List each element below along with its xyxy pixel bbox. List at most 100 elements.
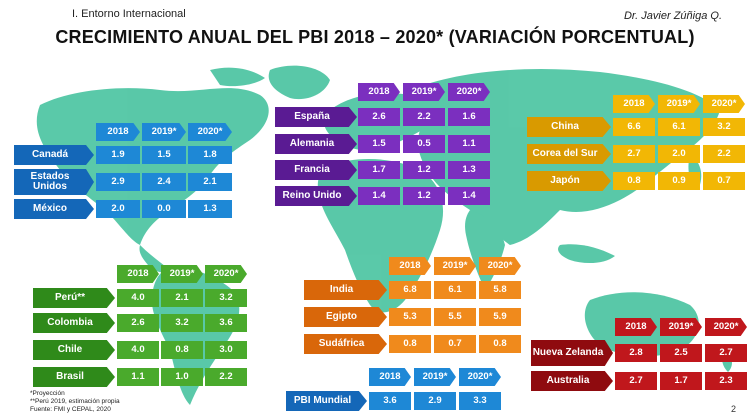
year-header: 2019* — [161, 265, 203, 283]
year-header: 2018 — [96, 123, 140, 141]
country-label: Sudáfrica — [304, 334, 387, 354]
value-cell: 2.7 — [615, 372, 657, 390]
value-cell: 3.3 — [459, 392, 501, 410]
value-cell: 3.2 — [161, 314, 203, 332]
value-cell: 0.8 — [613, 172, 655, 190]
year-header: 2020* — [459, 368, 501, 386]
value-cell: 3.6 — [369, 392, 411, 410]
value-cell: 1.4 — [448, 187, 490, 205]
value-cell: 1.1 — [117, 368, 159, 386]
value-cell: 1.8 — [188, 146, 232, 164]
value-cell: 1.2 — [403, 187, 445, 205]
value-cell: 1.4 — [358, 187, 400, 205]
country-label: Brasil — [33, 367, 115, 387]
value-cell: 2.6 — [117, 314, 159, 332]
value-cell: 2.5 — [660, 344, 702, 362]
country-label: China — [527, 117, 611, 137]
value-cell: 1.2 — [403, 161, 445, 179]
value-cell: 1.3 — [188, 200, 232, 218]
value-cell: 2.0 — [96, 200, 140, 218]
value-cell: 1.7 — [660, 372, 702, 390]
country-label: Chile — [33, 340, 115, 360]
value-cell: 0.0 — [142, 200, 186, 218]
year-header: 2020* — [448, 83, 490, 101]
value-cell: 2.6 — [358, 108, 400, 126]
value-cell: 6.6 — [613, 118, 655, 136]
value-cell: 5.3 — [389, 308, 431, 326]
value-cell: 6.8 — [389, 281, 431, 299]
value-cell: 1.9 — [96, 146, 140, 164]
value-cell: 1.7 — [358, 161, 400, 179]
country-label: Canadá — [14, 145, 94, 165]
country-label: España — [275, 107, 357, 127]
country-label: Colombia — [33, 313, 115, 333]
value-cell: 0.7 — [434, 335, 476, 353]
value-cell: 2.9 — [96, 173, 140, 191]
country-label: Australia — [531, 371, 613, 391]
country-label: Francia — [275, 160, 357, 180]
country-label: Japón — [527, 171, 611, 191]
country-label: Perú** — [33, 288, 115, 308]
country-label: Egipto — [304, 307, 387, 327]
value-cell: 1.5 — [142, 146, 186, 164]
value-cell: 1.0 — [161, 368, 203, 386]
value-cell: 3.6 — [205, 314, 247, 332]
value-cell: 1.3 — [448, 161, 490, 179]
year-header: 2019* — [658, 95, 700, 113]
author-label: Dr. Javier Zúñiga Q. — [623, 10, 722, 22]
footnote-source: Fuente: FMI y CEPAL, 2020 — [30, 405, 111, 413]
year-header: 2020* — [188, 123, 232, 141]
value-cell: 2.8 — [615, 344, 657, 362]
page-number: 2 — [730, 404, 736, 414]
country-label: Nueva Zelanda — [531, 340, 613, 366]
year-header: 2018 — [615, 318, 657, 336]
year-header: 2020* — [705, 318, 747, 336]
year-header: 2018 — [389, 257, 431, 275]
year-header: 2019* — [660, 318, 702, 336]
value-cell: 3.2 — [205, 289, 247, 307]
value-cell: 2.0 — [658, 145, 700, 163]
value-cell: 2.1 — [161, 289, 203, 307]
year-header: 2019* — [142, 123, 186, 141]
section-label: I. Entorno Internacional — [72, 8, 186, 20]
value-cell: 5.5 — [434, 308, 476, 326]
value-cell: 3.0 — [205, 341, 247, 359]
country-label: México — [14, 199, 94, 219]
year-header: 2018 — [369, 368, 411, 386]
country-label: PBI Mundial — [286, 391, 367, 411]
value-cell: 0.9 — [658, 172, 700, 190]
value-cell: 3.2 — [703, 118, 745, 136]
year-header: 2020* — [479, 257, 521, 275]
value-cell: 2.1 — [188, 173, 232, 191]
value-cell: 2.7 — [705, 344, 747, 362]
year-header: 2018 — [117, 265, 159, 283]
value-cell: 2.2 — [703, 145, 745, 163]
year-header: 2019* — [403, 83, 445, 101]
country-label: Corea del Sur — [527, 144, 611, 164]
year-header: 2018 — [358, 83, 400, 101]
value-cell: 4.0 — [117, 341, 159, 359]
value-cell: 4.0 — [117, 289, 159, 307]
value-cell: 0.8 — [161, 341, 203, 359]
year-header: 2020* — [703, 95, 745, 113]
value-cell: 0.7 — [703, 172, 745, 190]
value-cell: 2.2 — [403, 108, 445, 126]
footnote-projection: *Proyección — [30, 390, 65, 397]
year-header: 2018 — [613, 95, 655, 113]
value-cell: 5.9 — [479, 308, 521, 326]
year-header: 2019* — [434, 257, 476, 275]
value-cell: 6.1 — [434, 281, 476, 299]
value-cell: 6.1 — [658, 118, 700, 136]
value-cell: 0.5 — [403, 135, 445, 153]
value-cell: 2.3 — [705, 372, 747, 390]
value-cell: 1.6 — [448, 108, 490, 126]
country-label: Estados Unidos — [14, 169, 94, 195]
value-cell: 0.8 — [389, 335, 431, 353]
country-label: Alemania — [275, 134, 357, 154]
value-cell: 0.8 — [479, 335, 521, 353]
footnote-peru: **Perú 2019, estimación propia — [30, 397, 120, 405]
value-cell: 1.1 — [448, 135, 490, 153]
page-title: CRECIMIENTO ANUAL DEL PBI 2018 – 2020* (… — [55, 27, 695, 47]
value-cell: 2.7 — [613, 145, 655, 163]
year-header: 2019* — [414, 368, 456, 386]
